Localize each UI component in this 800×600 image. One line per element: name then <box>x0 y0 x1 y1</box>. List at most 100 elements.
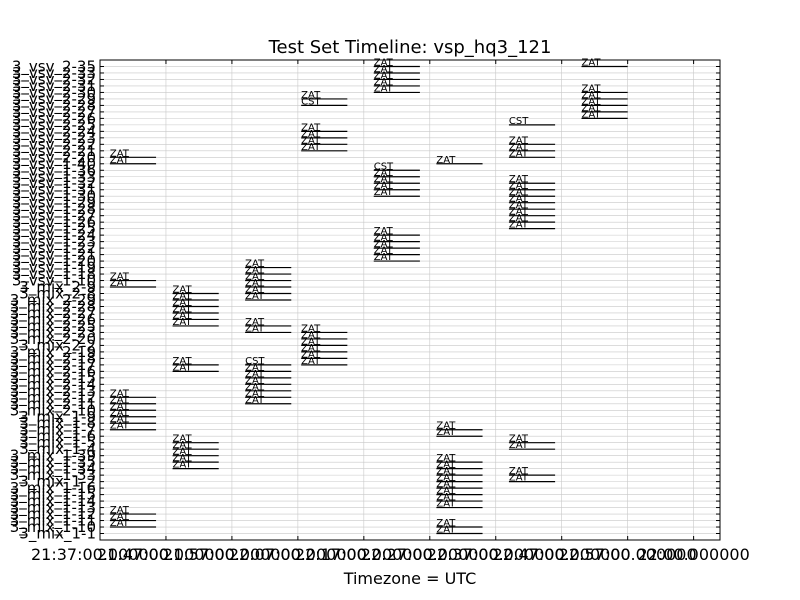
bar-label: ZAT <box>245 369 265 380</box>
y-tick-label: 3_mix_1-16 <box>10 479 96 498</box>
bar-label: ZAT <box>110 278 130 289</box>
bar-label: ZAT <box>374 233 394 244</box>
bar-label: ZAT <box>301 343 321 354</box>
bar-label: CST <box>301 96 321 107</box>
bar-label: ZAT <box>374 181 394 192</box>
bar-label: ZAT <box>110 505 130 516</box>
x-tick-label: 22:07:00.000000 <box>229 545 367 564</box>
bar-label: ZAT <box>509 142 529 153</box>
y-tick-label: 3_vsv_2-33 <box>12 64 96 83</box>
y-tick-label: 3_vsv_1-28 <box>12 200 96 219</box>
bar-label: ZAT <box>110 512 130 523</box>
y-tick-label: 3_mix_2-23 <box>10 323 96 342</box>
bar-label: ZAT <box>509 213 529 224</box>
y-tick-label: 3_vsv_1-22 <box>12 239 96 258</box>
y-tick-label: 3_vsv_1-18 <box>12 265 96 284</box>
bar-label: ZAT <box>436 453 456 464</box>
bar-label: ZAT <box>173 362 193 373</box>
x-tick-label: 22:57:00.000000 <box>559 545 697 564</box>
bar-label: ZAT <box>509 194 529 205</box>
y-tick-label: 3_mix_2-15 <box>10 369 96 388</box>
y-tick-label: 3_mix_1-15 <box>10 486 96 505</box>
y-tick-label: 3_vsv_1-33 <box>12 168 96 187</box>
bar-label: ZAT <box>436 466 456 477</box>
y-tick-label: 3_mix_2-12 <box>10 388 96 407</box>
y-tick-label: 3_mix_1-1 <box>19 525 96 544</box>
bar-label: CST <box>509 116 529 127</box>
x-tick-label: 22:00.000000 <box>637 545 749 564</box>
bar-label: ZAT <box>374 226 394 237</box>
y-tick-label: 3_vsv_1-10 <box>12 272 96 291</box>
bar-label: ZAT <box>374 70 394 81</box>
y-tick-label: 3_mix_1-33 <box>10 466 96 485</box>
bar-label: ZAT <box>173 460 193 471</box>
bar-label: ZAT <box>110 148 130 159</box>
y-tick-label: 3_mix_2-29 <box>10 291 96 310</box>
y-tick-label: 3_vsv_2-23 <box>12 129 96 148</box>
y-tick-label: 3_vsv_2-27 <box>12 103 96 122</box>
y-tick-label: 3_mix_1-35 <box>10 453 96 472</box>
bar-label: ZAT <box>436 492 456 503</box>
bar-label: ZAT <box>509 466 529 477</box>
y-tick-label: 3_mix_2-27 <box>10 304 96 323</box>
bar-label: ZAT <box>173 310 193 321</box>
y-tick-label: 3_mix_2-16 <box>10 362 96 381</box>
bar-label: ZAT <box>110 155 130 166</box>
bar-label: ZAT <box>509 181 529 192</box>
y-tick-label: 3_vsv_2-21 <box>12 142 96 161</box>
x-tick-label: 22:17:00.000000 <box>295 545 433 564</box>
y-tick-label: 3_vsv_2-26 <box>12 109 96 128</box>
bar-label: ZAT <box>509 135 529 146</box>
bar-label: ZAT <box>110 388 130 399</box>
bars-layer <box>109 65 628 535</box>
bar-label: ZAT <box>245 265 265 276</box>
bar-label: ZAT <box>436 486 456 497</box>
bar-label: ZAT <box>301 122 321 133</box>
bar-label: ZAT <box>301 135 321 146</box>
bar-label: ZAT <box>509 220 529 231</box>
y-tick-label: 3_vsv_1-19 <box>12 259 96 278</box>
bar-label: ZAT <box>173 356 193 367</box>
bar-label: ZAT <box>374 252 394 263</box>
y-tick-label: 3_mix_1-13 <box>10 499 96 518</box>
y-tick-label: 3_mix_2-28 <box>10 297 96 316</box>
bar-label: ZAT <box>581 109 601 120</box>
bar-label: ZAT <box>245 278 265 289</box>
y-tick-label: 3_vsv_1-23 <box>12 233 96 252</box>
bar-label: ZAT <box>110 408 130 419</box>
y-tick-label: 3_mix_1-14 <box>10 492 96 511</box>
bar-label: ZAT <box>173 453 193 464</box>
bar-label: ZAT <box>509 200 529 211</box>
y-tick-label: 3_mix_2-25 <box>10 317 96 336</box>
x-tick-layer: 21:37:00.00000021:47:00.00000021:57:00.0… <box>31 60 750 564</box>
y-tick-label: 3_mix_1-11 <box>10 512 96 531</box>
bar-label: ZAT <box>110 518 130 529</box>
y-tick-label: 3_mix_1-8 <box>19 414 96 433</box>
y-tick-label: 3_vsv_1-20 <box>12 252 96 271</box>
bar-label: ZAT <box>581 96 601 107</box>
y-tick-label: 3_mix_2-18 <box>10 349 96 368</box>
bar-label: ZAT <box>374 64 394 75</box>
bar-label: ZAT <box>436 460 456 471</box>
bar-label: ZAT <box>245 382 265 393</box>
y-tick-label: 3_vsv_1-29 <box>12 194 96 213</box>
y-tick-label: 3_vsv_1-31 <box>12 181 96 200</box>
bar-label: ZAT <box>245 317 265 328</box>
bar-label: ZAT <box>245 388 265 399</box>
bar-label: ZAT <box>509 473 529 484</box>
bar-label: ZAT <box>245 375 265 386</box>
bar-label: ZAT <box>436 427 456 438</box>
x-axis-label: Timezone = UTC <box>343 569 477 588</box>
bar-label: ZAT <box>436 421 456 432</box>
bar-label: ZAT <box>110 272 130 283</box>
y-tick-label: 3_mix_2-13 <box>10 382 96 401</box>
bar-label: ZAT <box>245 272 265 283</box>
chart-title: Test Set Timeline: vsp_hq3_121 <box>268 37 552 58</box>
x-tick-label: 21:47:00.000000 <box>97 545 235 564</box>
y-tick-label: 3_vsv_2-20 <box>12 148 96 167</box>
y-tick-label: 3_mix_1-39 <box>10 447 96 466</box>
y-tick-label: 3_vsv_1-27 <box>12 207 96 226</box>
bar-label: ZAT <box>173 297 193 308</box>
y-tick-label: 3_vsv_2-24 <box>12 122 96 141</box>
